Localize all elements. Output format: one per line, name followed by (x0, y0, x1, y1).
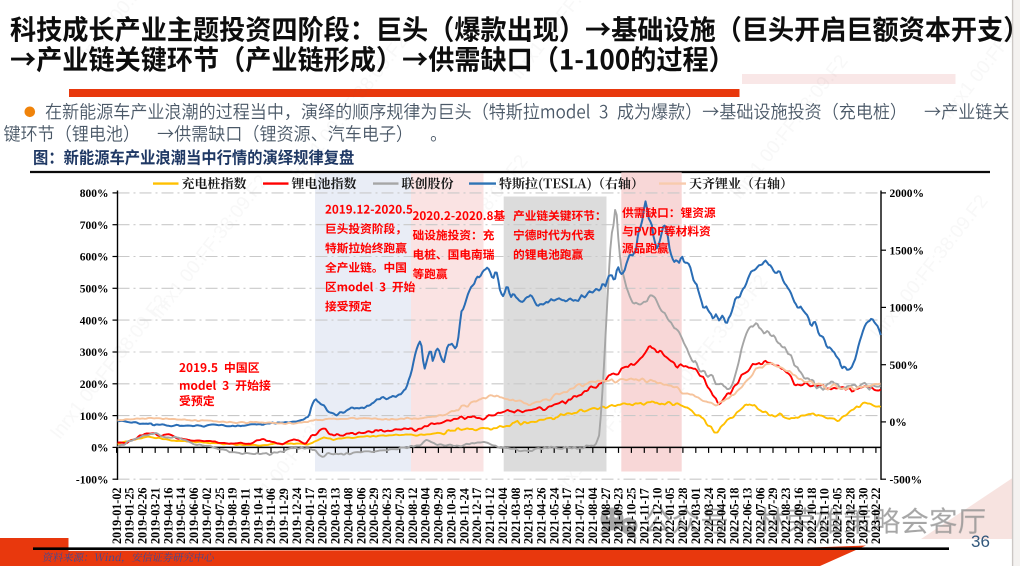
svg-text:2022-07-29: 2022-07-29 (766, 488, 780, 544)
svg-text:2019-01-25: 2019-01-25 (123, 488, 137, 544)
svg-text:2020-06-23: 2020-06-23 (380, 488, 394, 544)
svg-text:500%: 500% (80, 284, 109, 296)
svg-text:2022-05-18: 2022-05-18 (728, 488, 742, 544)
svg-text:-500%: -500% (890, 474, 923, 486)
svg-text:2019-10-14: 2019-10-14 (251, 488, 265, 544)
svg-text:2021-06-17: 2021-06-17 (560, 488, 574, 544)
svg-text:2021-10-25: 2021-10-25 (625, 488, 639, 544)
svg-text:2023-01-30: 2023-01-30 (856, 488, 870, 544)
svg-text:2022-01-05: 2022-01-05 (663, 488, 677, 544)
svg-text:2022-08-23: 2022-08-23 (779, 488, 793, 544)
svg-text:500%: 500% (890, 360, 919, 372)
svg-text:400%: 400% (80, 315, 109, 327)
svg-text:2019-12-24: 2019-12-24 (290, 488, 304, 544)
svg-text:2020-12-17: 2020-12-17 (470, 488, 484, 544)
svg-text:2022-06-13: 2022-06-13 (740, 488, 754, 544)
svg-text:2019-07-02: 2019-07-02 (200, 488, 214, 544)
svg-text:0%: 0% (890, 417, 907, 429)
svg-text:2021-08-04: 2021-08-04 (586, 488, 600, 544)
svg-text:2020-08-12: 2020-08-12 (406, 488, 420, 544)
svg-text:2019-04-16: 2019-04-16 (161, 488, 175, 544)
svg-text:2022-03-24: 2022-03-24 (702, 488, 716, 544)
svg-text:2020-09-04: 2020-09-04 (419, 488, 433, 544)
svg-text:2022-12-28: 2022-12-28 (843, 488, 857, 544)
svg-text:36: 36 (971, 532, 990, 551)
svg-text:2020-09-29: 2020-09-29 (432, 488, 446, 544)
svg-text:800%: 800% (80, 188, 109, 200)
svg-text:1000%: 1000% (890, 303, 925, 315)
svg-text:2020-10-30: 2020-10-30 (444, 488, 458, 544)
svg-text:600%: 600% (80, 252, 109, 264)
svg-text:2021-03-31: 2021-03-31 (522, 488, 536, 544)
svg-text:700%: 700% (80, 220, 109, 232)
svg-text:2020-11-24: 2020-11-24 (457, 488, 471, 544)
svg-text:2021-12-10: 2021-12-10 (650, 488, 664, 544)
svg-text:2020-02-19: 2020-02-19 (316, 488, 330, 544)
svg-text:2022-01-28: 2022-01-28 (676, 488, 690, 544)
svg-text:2021-08-27: 2021-08-27 (599, 488, 613, 544)
svg-text:2020-07-20: 2020-07-20 (393, 488, 407, 544)
svg-text:2019-02-26: 2019-02-26 (136, 488, 150, 544)
svg-text:2021-11-17: 2021-11-17 (638, 488, 652, 544)
svg-text:2021-02-04: 2021-02-04 (496, 488, 510, 544)
svg-text:1500%: 1500% (890, 245, 925, 257)
svg-text:2022-09-16: 2022-09-16 (792, 488, 806, 544)
svg-text:2019-01-02: 2019-01-02 (110, 488, 124, 544)
svg-text:2022-03-01: 2022-03-01 (689, 488, 703, 544)
svg-text:2000%: 2000% (890, 188, 925, 200)
svg-text:2023-02-22: 2023-02-22 (869, 488, 883, 544)
svg-text:200%: 200% (80, 379, 109, 391)
svg-text:2019-11-29: 2019-11-29 (277, 488, 291, 544)
svg-text:2022-11-10: 2022-11-10 (818, 488, 832, 544)
svg-text:2022-04-20: 2022-04-20 (715, 488, 729, 544)
svg-text:-100%: -100% (76, 474, 109, 486)
svg-text:100%: 100% (80, 411, 109, 423)
svg-text:2019-03-21: 2019-03-21 (148, 488, 162, 544)
svg-text:2020-05-29: 2020-05-29 (367, 488, 381, 544)
svg-text:2019-07-25: 2019-07-25 (213, 488, 227, 544)
svg-text:2021-01-12: 2021-01-12 (483, 488, 497, 544)
svg-text:2019-06-06: 2019-06-06 (187, 488, 201, 544)
svg-text:2020-04-08: 2020-04-08 (342, 488, 356, 544)
svg-text:2019-11-06: 2019-11-06 (264, 488, 278, 544)
svg-text:2020-03-13: 2020-03-13 (329, 488, 343, 544)
svg-text:2022-10-18: 2022-10-18 (805, 488, 819, 544)
svg-text:300%: 300% (80, 347, 109, 359)
svg-text:2020-01-17: 2020-01-17 (303, 488, 317, 544)
svg-text:2021-07-12: 2021-07-12 (573, 488, 587, 544)
svg-text:2020-05-06: 2020-05-06 (354, 488, 368, 544)
svg-text:2021-05-24: 2021-05-24 (547, 488, 561, 544)
svg-text:2019-09-11: 2019-09-11 (239, 488, 253, 544)
svg-text:2022-12-05: 2022-12-05 (831, 488, 845, 544)
svg-text:2021-09-23: 2021-09-23 (612, 488, 626, 544)
svg-text:2019-05-14: 2019-05-14 (174, 488, 188, 544)
svg-text:0%: 0% (91, 443, 108, 455)
svg-text:2021-03-08: 2021-03-08 (509, 488, 523, 544)
svg-text:2022-07-06: 2022-07-06 (753, 488, 767, 544)
svg-text:2021-04-26: 2021-04-26 (535, 488, 549, 544)
svg-text:2019-08-19: 2019-08-19 (226, 488, 240, 544)
